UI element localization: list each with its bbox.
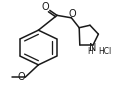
Text: O: O bbox=[69, 9, 76, 19]
Text: H: H bbox=[88, 48, 93, 56]
Text: N: N bbox=[89, 43, 97, 53]
Text: O: O bbox=[42, 2, 49, 12]
Text: HCl: HCl bbox=[98, 48, 111, 56]
Text: O: O bbox=[17, 72, 25, 82]
